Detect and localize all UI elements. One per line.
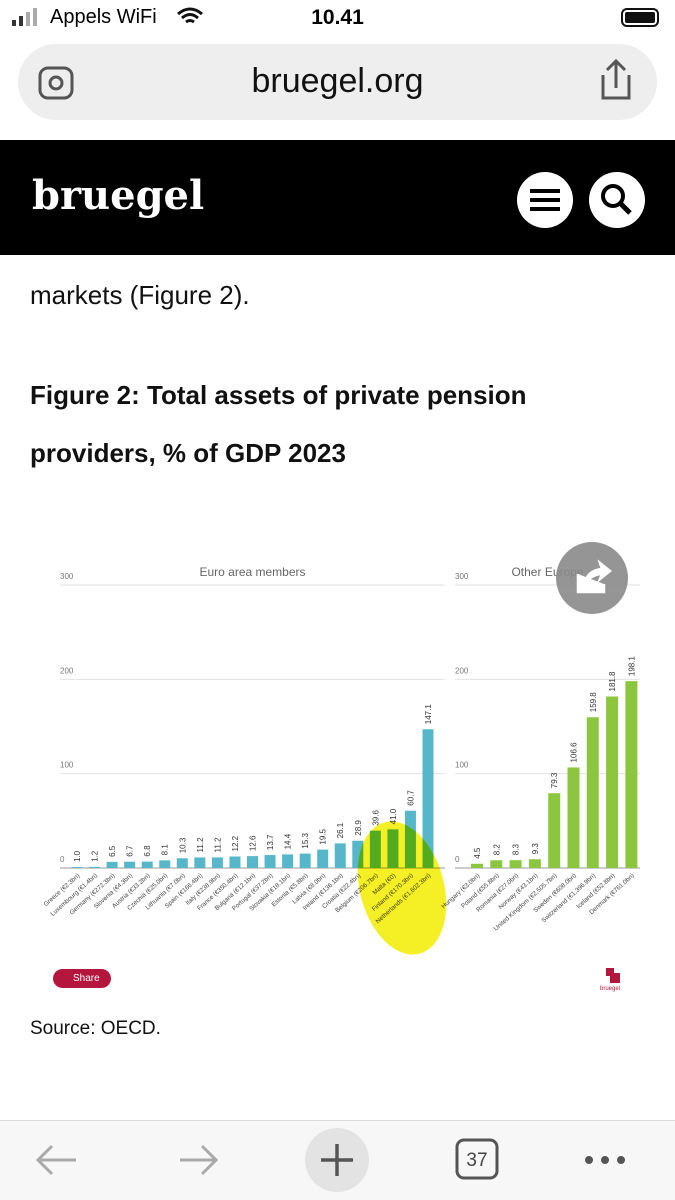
value-label: 79.3 <box>550 772 559 788</box>
bar <box>299 853 311 868</box>
value-label: 41.0 <box>389 808 398 824</box>
value-label: 11.2 <box>213 837 222 853</box>
status-icons <box>12 7 659 27</box>
value-label: 4.5 <box>473 847 482 859</box>
value-label: 1.2 <box>91 850 100 862</box>
value-label: 8.1 <box>161 844 170 856</box>
tab-count[interactable]: 37 <box>466 1150 488 1171</box>
panel-title: Euro area members <box>199 565 305 579</box>
value-label: 28.9 <box>354 820 363 836</box>
value-label: 39.6 <box>371 810 380 826</box>
y-tick-label: 200 <box>60 666 74 675</box>
carrier: Appels WiFi <box>50 6 157 28</box>
value-label: 15.3 <box>301 832 310 848</box>
header-buttons[interactable] <box>500 170 675 230</box>
value-label: 198.1 <box>627 656 636 677</box>
address-bar[interactable] <box>18 44 657 120</box>
bar <box>264 855 276 868</box>
bar <box>176 858 188 868</box>
bar <box>124 861 136 868</box>
value-label: 12.2 <box>231 835 240 851</box>
value-label: 26.1 <box>336 822 345 838</box>
figure-title: Figure 2: Total assets of private pensio… <box>30 380 527 468</box>
bar <box>89 866 101 868</box>
y-tick-label: 200 <box>455 666 469 675</box>
value-label: 8.3 <box>512 843 521 855</box>
y-tick-label: 300 <box>60 572 74 581</box>
highlight <box>357 821 447 955</box>
value-label: 106.6 <box>570 742 579 763</box>
clock: 10.41 <box>311 6 364 29</box>
share-button[interactable]: Share <box>53 969 111 988</box>
bar <box>528 859 541 868</box>
value-label: 181.8 <box>608 671 617 692</box>
bar <box>606 696 619 868</box>
y-tick-label: 300 <box>455 572 469 581</box>
bar <box>211 857 223 868</box>
bar <box>548 793 561 868</box>
value-label: 10.3 <box>178 837 187 853</box>
value-label: 13.7 <box>266 834 275 850</box>
value-label: 6.7 <box>126 845 135 857</box>
bar <box>334 843 346 868</box>
bar <box>194 857 206 868</box>
y-tick-label: 0 <box>455 855 460 864</box>
toolbar-icons[interactable] <box>0 1120 675 1200</box>
bar <box>317 849 329 868</box>
value-label: 11.2 <box>196 837 205 853</box>
bar <box>422 729 434 868</box>
address-icons <box>38 58 631 100</box>
bar <box>567 767 580 868</box>
value-label: 19.5 <box>319 828 328 844</box>
bar <box>352 840 364 868</box>
brand-mark: bruegel <box>600 986 621 992</box>
bar <box>471 863 483 868</box>
value-label: 8.2 <box>492 844 501 856</box>
bar <box>141 861 153 868</box>
value-label: 12.6 <box>249 835 258 851</box>
bar <box>106 861 118 868</box>
y-tick-label: 100 <box>455 761 469 770</box>
site-logo[interactable]: bruegel <box>32 172 205 219</box>
bar <box>625 681 638 868</box>
bar <box>229 856 241 868</box>
bar <box>490 860 503 868</box>
y-tick-label: 0 <box>60 855 65 864</box>
value-label: 147.1 <box>424 704 433 725</box>
value-label: 6.5 <box>108 845 117 857</box>
value-label: 14.4 <box>284 833 293 849</box>
bar <box>586 717 599 868</box>
bar <box>247 856 258 868</box>
value-label: 60.7 <box>406 790 415 806</box>
value-label: 1.0 <box>73 850 82 862</box>
value-label: 9.3 <box>531 843 540 855</box>
bar <box>509 860 522 868</box>
brand-icon <box>606 968 620 983</box>
article-text: markets (Figure 2). <box>30 280 250 310</box>
bar <box>159 860 171 868</box>
source: Source: OECD. <box>30 1018 161 1039</box>
y-tick-label: 100 <box>60 761 74 770</box>
value-label: 159.8 <box>589 692 598 713</box>
bar <box>282 854 294 868</box>
url: bruegel.org <box>251 62 424 100</box>
bar <box>71 867 83 868</box>
value-label: 6.8 <box>143 845 152 857</box>
